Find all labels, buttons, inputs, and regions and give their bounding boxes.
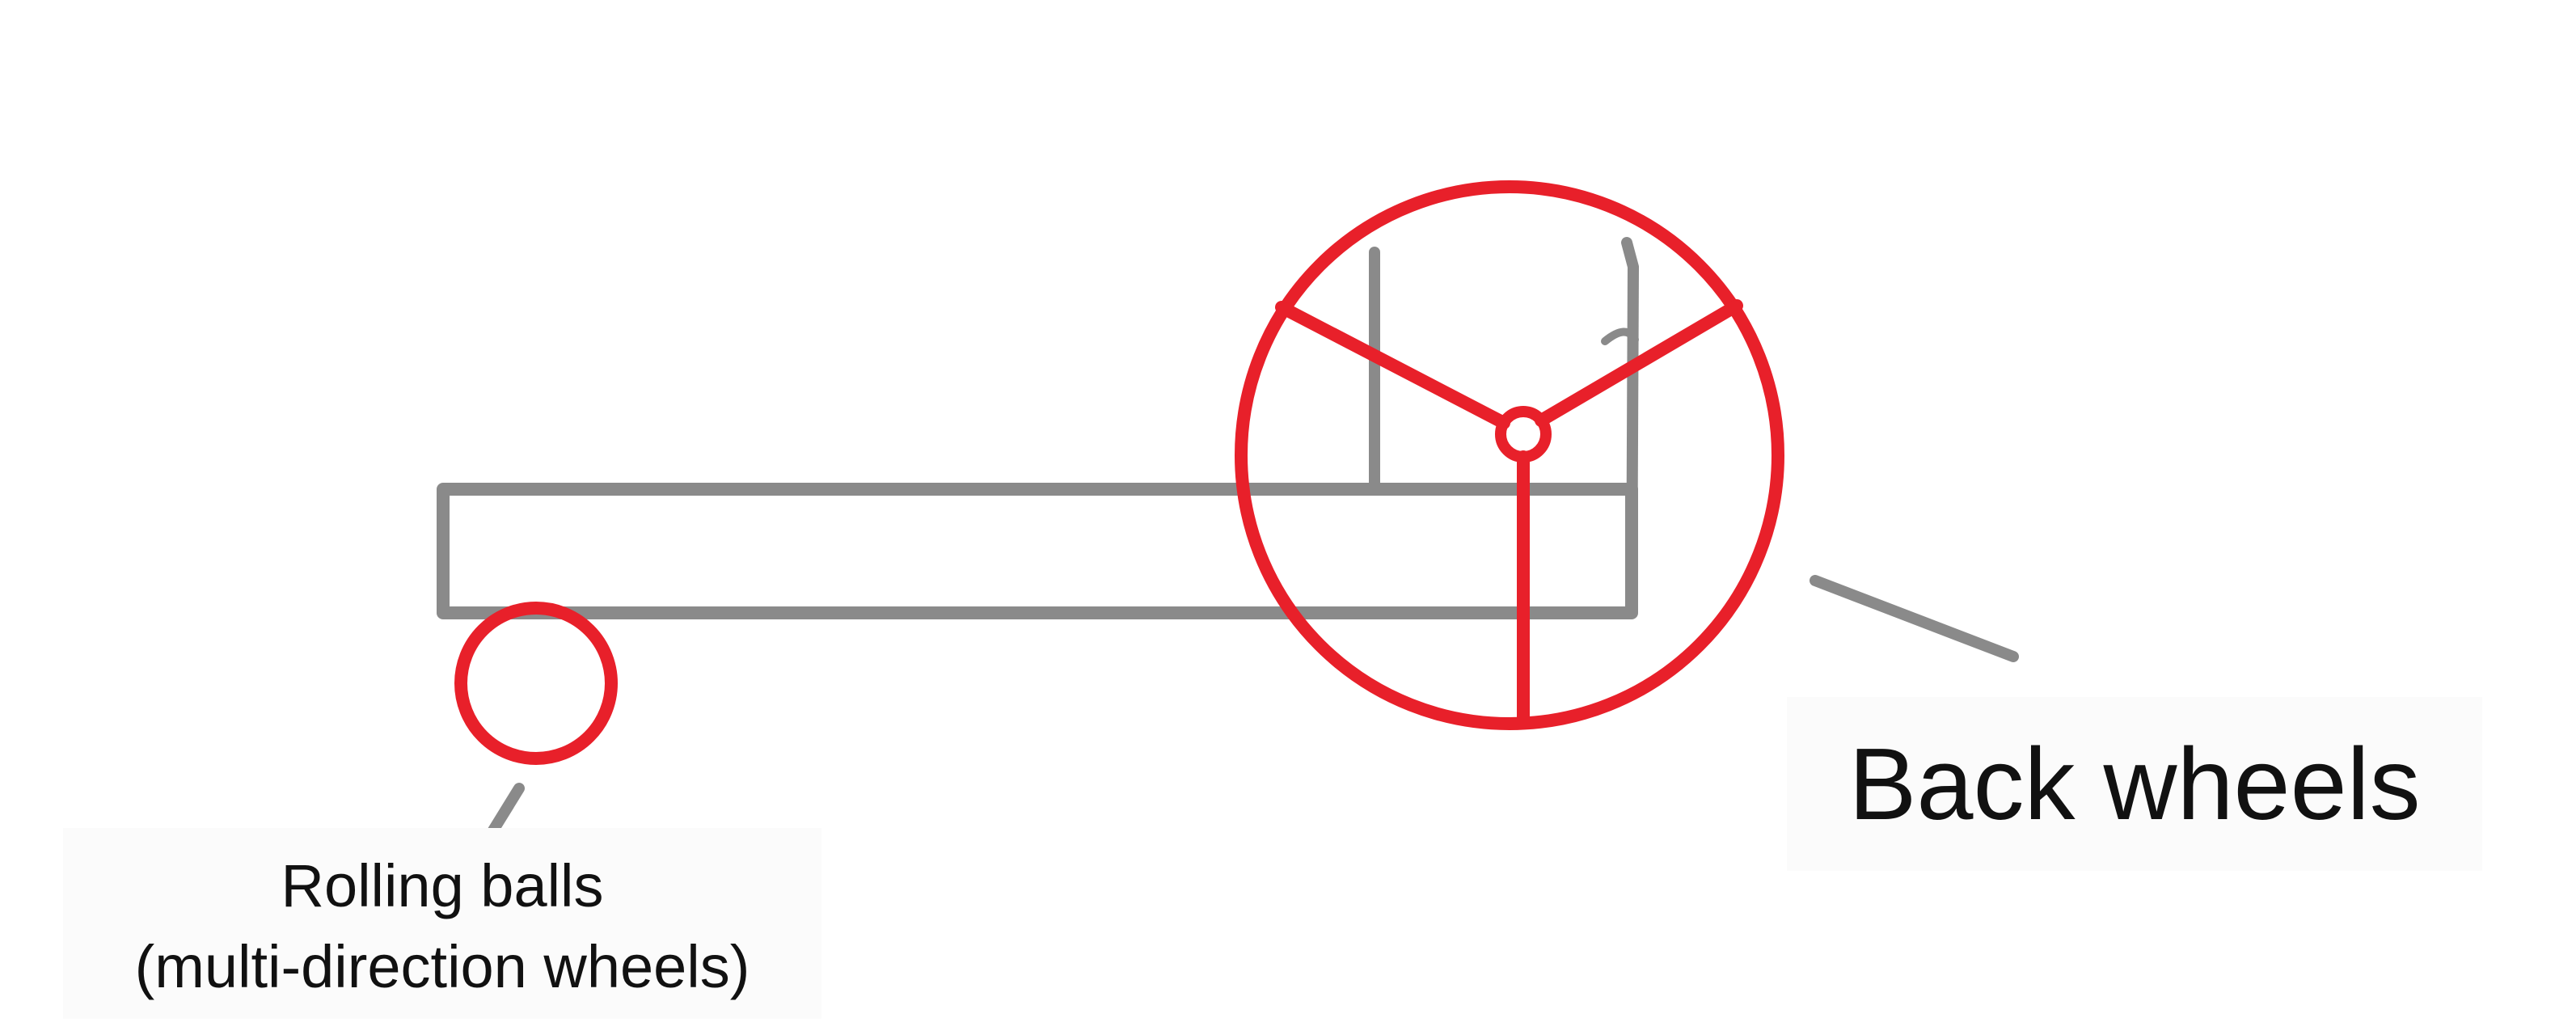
wheel-highlights [454, 180, 1784, 765]
rolling-balls-label-line1: Rolling balls [281, 852, 604, 919]
back-wheel-circle [1235, 180, 1784, 730]
rolling-ball-circle [454, 602, 618, 765]
cart-handle-right-post [1621, 237, 1639, 619]
rolling-balls-label: Rolling balls (multi-direction wheels) [63, 828, 821, 1019]
rolling-balls-label-line2: (multi-direction wheels) [134, 933, 750, 1000]
back-wheels-label: Back wheels [1787, 697, 2482, 871]
back-wheel-spoke-left [1275, 301, 1510, 429]
cart-handle-hook [1601, 327, 1639, 345]
cart-platform [437, 483, 1638, 619]
back-wheels-pointer-line [1810, 575, 2019, 662]
cart-sketch [437, 237, 2019, 843]
back-wheel-spoke-right [1535, 299, 1743, 427]
